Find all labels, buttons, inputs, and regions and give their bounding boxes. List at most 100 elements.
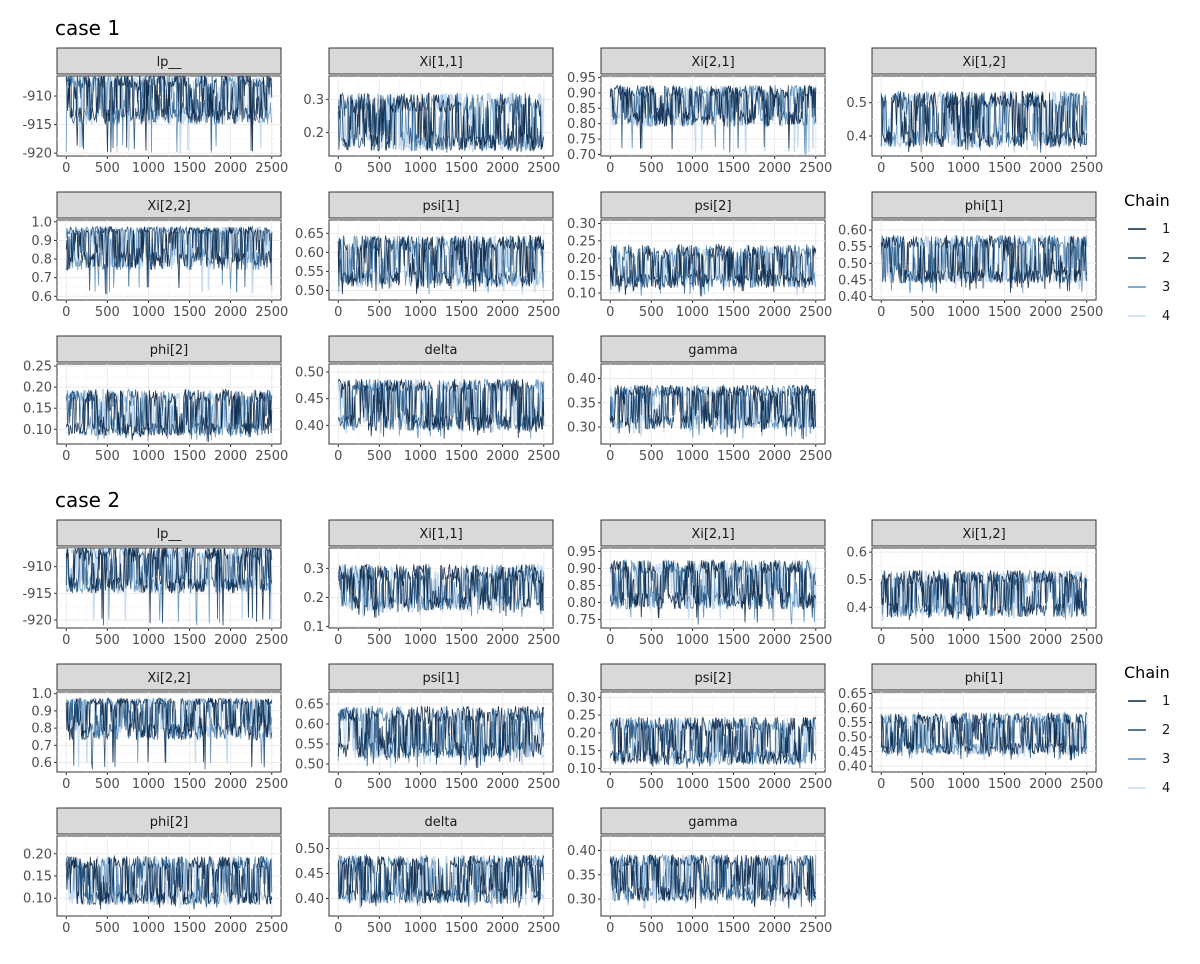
y-tick-label: 0.30 — [567, 421, 596, 436]
y-tick-label: 0.3 — [303, 93, 324, 108]
x-tick-label: 1000 — [404, 161, 437, 176]
trace-lines — [337, 232, 545, 295]
x-tick-label: 1500 — [173, 777, 206, 792]
y-tick-label: 0.3 — [303, 562, 324, 577]
y-tick-label: 0.45 — [295, 392, 324, 407]
x-tick-label: 1000 — [132, 921, 165, 936]
facet-strip — [56, 47, 282, 75]
facet-delta: delta 0.40 0.45 0.50 0 500 1000 1500 2000 2500 — [295, 335, 560, 464]
x-tick-label: 1500 — [173, 921, 206, 936]
x-tick-label: 2500 — [527, 449, 560, 464]
y-tick-label: 0.15 — [23, 870, 52, 885]
x-tick-label: 0 — [334, 633, 342, 648]
y-tick-label: 0.4 — [846, 601, 867, 616]
y-tick-label: 0.50 — [295, 758, 324, 773]
x-tick-label: 0 — [62, 161, 70, 176]
y-tick-label: 0.50 — [295, 284, 324, 299]
x-tick-label: 500 — [95, 921, 120, 936]
y-tick-label: 0.9 — [31, 234, 52, 249]
y-tick-label: 0.80 — [567, 117, 596, 132]
trace-lines — [609, 853, 817, 909]
trace-lines — [880, 233, 1088, 294]
x-tick-label: 2000 — [486, 633, 519, 648]
x-tick-label: 2500 — [527, 921, 560, 936]
y-tick-label: 0.75 — [567, 613, 596, 628]
x-tick-label: 1500 — [445, 449, 478, 464]
y-tick-label: 0.15 — [567, 269, 596, 284]
y-tick-label: 0.40 — [838, 760, 867, 775]
y-tick-label: 0.85 — [567, 102, 596, 117]
trace-chain-1 — [609, 854, 817, 909]
facet-strip — [600, 335, 826, 363]
facet-delta: delta 0.40 0.45 0.50 0 500 1000 1500 2000 2500 — [295, 807, 560, 936]
y-tick-label: 0.5 — [846, 573, 867, 588]
trace-chain-4 — [609, 84, 817, 154]
x-tick-label: 2500 — [799, 449, 832, 464]
x-tick-label: 1500 — [988, 633, 1021, 648]
y-tick-label: 0.40 — [295, 892, 324, 907]
x-tick-label: 2000 — [214, 161, 247, 176]
facet-xi-2-1: Xi[2,1] 0.700.750.800.850.900.95 0 500 1000 1… — [567, 47, 832, 176]
x-tick-label: 500 — [367, 305, 392, 320]
y-tick-label: 0.30 — [567, 217, 596, 232]
x-tick-label: 500 — [910, 777, 935, 792]
x-tick-label: 1500 — [173, 161, 206, 176]
facet-gamma: gamma 0.30 0.35 0.40 0 500 1000 1500 2000 2500 — [567, 807, 832, 936]
trace-lines — [337, 705, 545, 769]
y-tick-label: 1.0 — [31, 687, 52, 702]
y-tick-label: 0.10 — [567, 287, 596, 302]
x-tick-label: 500 — [95, 777, 120, 792]
facet-label: delta — [425, 815, 458, 830]
y-tick-label: 0.45 — [838, 745, 867, 760]
trace-chain-2 — [609, 559, 817, 625]
x-tick-label: 2500 — [255, 305, 288, 320]
facet-psi-2: psi[2] 0.10 0.15 0.20 0.25 0.30 0 500 1000 1500 20… — [567, 191, 832, 320]
x-tick-label: 0 — [62, 449, 70, 464]
facet-strip — [871, 191, 1097, 219]
x-tick-label: 2000 — [486, 921, 519, 936]
x-tick-label: 2000 — [214, 633, 247, 648]
trace-lines — [65, 388, 273, 442]
x-tick-label: 2500 — [527, 777, 560, 792]
y-tick-label: 0.90 — [567, 86, 596, 101]
x-tick-label: 2000 — [486, 777, 519, 792]
x-tick-label: 2000 — [758, 921, 791, 936]
x-tick-label: 1000 — [132, 161, 165, 176]
facet-label: phi[1] — [965, 671, 1004, 686]
x-tick-label: 1000 — [132, 777, 165, 792]
facet-strip — [56, 519, 282, 547]
x-tick-label: 2000 — [214, 305, 247, 320]
x-tick-label: 1500 — [445, 777, 478, 792]
x-tick-label: 2500 — [799, 161, 832, 176]
legend-label: 2 — [1162, 723, 1170, 738]
y-tick-label: 0.55 — [295, 738, 324, 753]
x-tick-label: 500 — [639, 921, 664, 936]
trace-chain-1 — [337, 705, 545, 769]
trace-chain-1 — [609, 384, 817, 438]
x-tick-label: 1000 — [947, 305, 980, 320]
y-tick-label: 0.75 — [567, 133, 596, 148]
y-tick-label: 0.55 — [838, 240, 867, 255]
facet-strip — [600, 519, 826, 547]
x-tick-label: 0 — [877, 305, 885, 320]
y-tick-label: 0.25 — [567, 234, 596, 249]
x-tick-label: 2500 — [799, 305, 832, 320]
y-tick-label: 0.15 — [23, 402, 52, 417]
y-tick-label: 0.8 — [31, 253, 52, 268]
y-tick-label: 0.35 — [567, 868, 596, 883]
trace-chain-3 — [337, 564, 545, 617]
x-tick-label: 1500 — [717, 305, 750, 320]
y-tick-label: 0.55 — [295, 265, 324, 280]
y-tick-label: 0.65 — [295, 227, 324, 242]
x-tick-label: 1000 — [676, 161, 709, 176]
facet-strip — [871, 47, 1097, 75]
facet-label: gamma — [688, 815, 738, 830]
y-tick-label: 0.55 — [838, 716, 867, 731]
x-tick-label: 2500 — [1070, 161, 1103, 176]
x-tick-label: 500 — [910, 633, 935, 648]
trace-lines — [65, 854, 273, 910]
x-tick-label: 500 — [367, 161, 392, 176]
y-tick-label: 0.45 — [295, 867, 324, 882]
x-tick-label: 1500 — [717, 449, 750, 464]
